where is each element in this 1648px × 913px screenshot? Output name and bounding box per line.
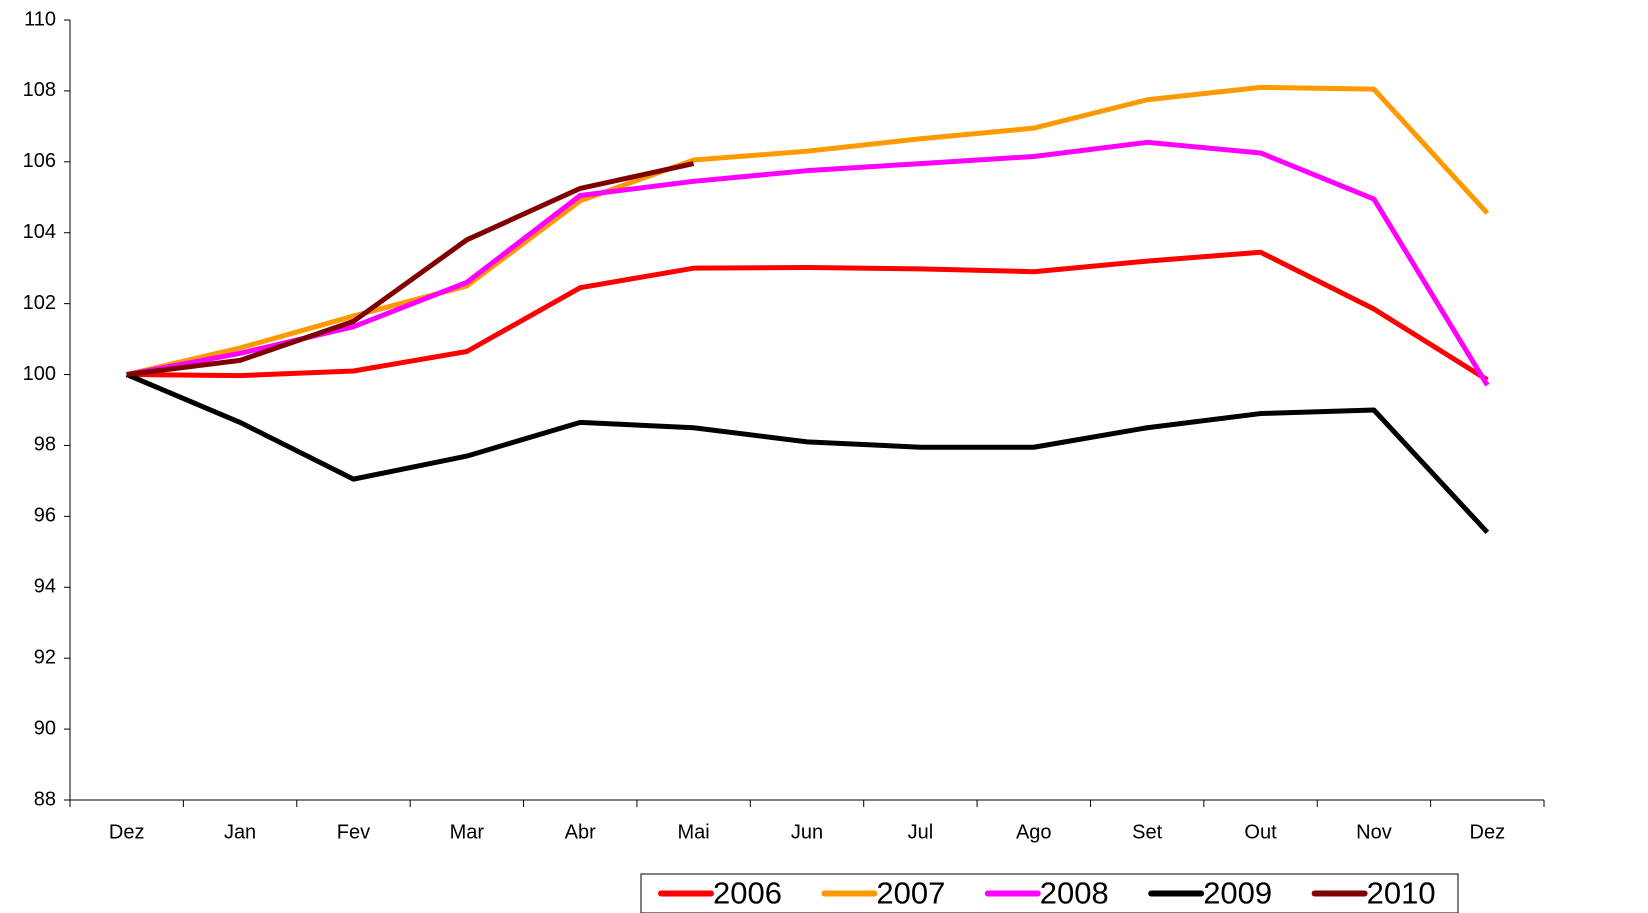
y-tick-label: 102: [23, 292, 56, 314]
legend-label: 2008: [1040, 876, 1109, 911]
legend: 2006 2007 2008 2009 2010: [640, 873, 1459, 913]
y-tick-label: 96: [34, 505, 56, 527]
series-line: [126, 139, 1490, 387]
x-tick-label: Dez: [109, 821, 145, 843]
series-line: [126, 84, 1490, 377]
y-tick-label: 106: [23, 150, 56, 172]
x-tick-label: Set: [1132, 821, 1162, 843]
y-tick-label: 90: [34, 717, 56, 739]
x-tick-label: Jan: [224, 821, 256, 843]
y-tick-label: 100: [23, 363, 56, 385]
x-tick-label: Fev: [337, 821, 370, 843]
x-tick-label: Nov: [1356, 821, 1392, 843]
x-tick-label: Out: [1244, 821, 1277, 843]
y-tick-label: 92: [34, 646, 56, 668]
legend-label: 2009: [1203, 876, 1272, 911]
series-line: [126, 249, 1489, 382]
x-tick-label: Abr: [565, 821, 596, 843]
x-tick-label: Dez: [1470, 821, 1506, 843]
y-tick-label: 108: [23, 79, 56, 101]
legend-label: 2010: [1367, 876, 1436, 911]
y-tick-label: 110: [24, 8, 56, 30]
series-line: [125, 372, 1490, 535]
y-tick-label: 104: [23, 221, 56, 243]
y-tick-label: 94: [34, 576, 56, 598]
y-tick-label: 98: [34, 434, 56, 456]
legend-label: 2007: [876, 876, 945, 911]
x-tick-label: Jul: [908, 821, 934, 843]
x-tick-label: Jun: [791, 821, 823, 843]
x-tick-label: Mai: [677, 821, 709, 843]
y-tick-label: 88: [34, 788, 56, 810]
x-tick-label: Mar: [450, 821, 485, 843]
series-line: [126, 161, 695, 378]
legend-label: 2006: [713, 876, 782, 911]
x-tick-label: Ago: [1016, 821, 1052, 843]
